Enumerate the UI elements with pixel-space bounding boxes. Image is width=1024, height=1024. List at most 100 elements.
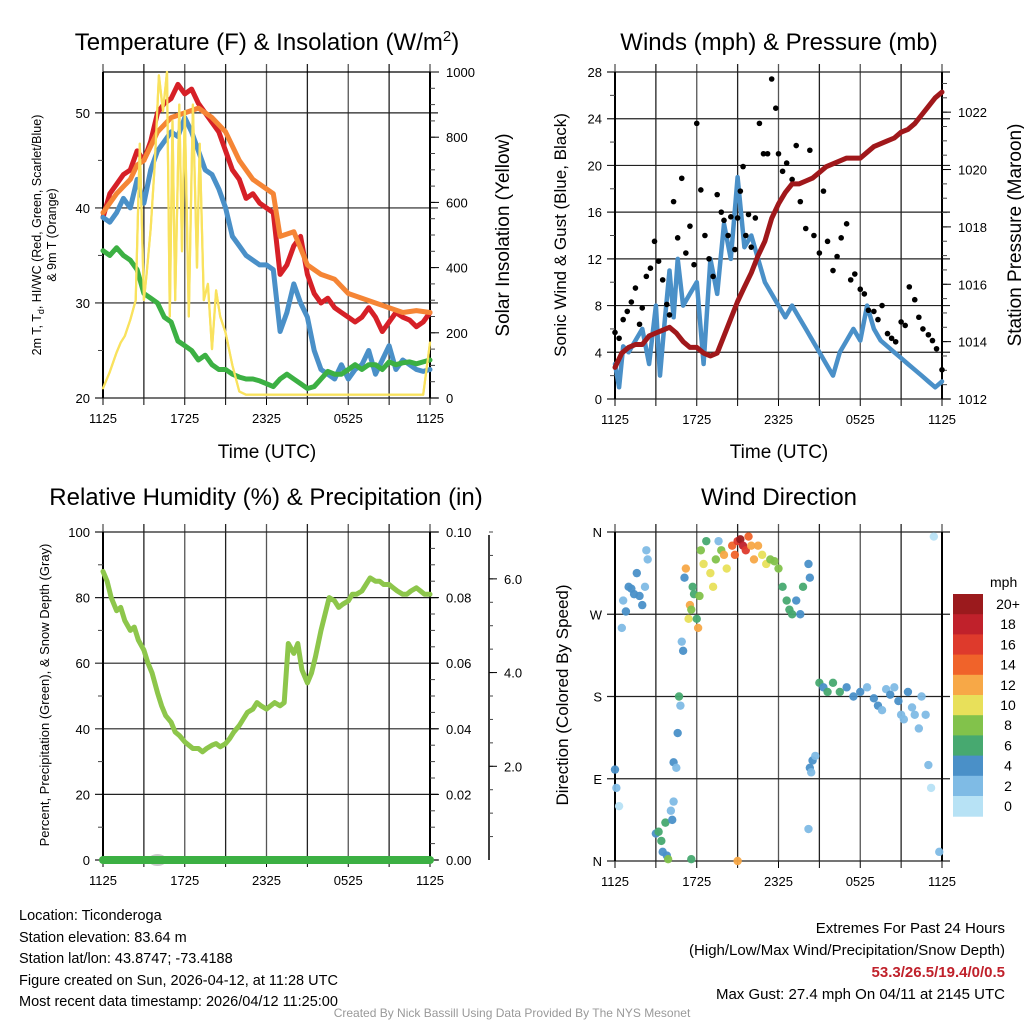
y3-tick-label: 6.0 bbox=[504, 572, 522, 587]
y-tick-label: 24 bbox=[588, 112, 602, 127]
legend-label: 18 bbox=[1000, 616, 1016, 632]
gust-point bbox=[647, 265, 654, 272]
gust-point bbox=[734, 215, 741, 221]
wind-direction-point bbox=[730, 550, 740, 560]
y-tick-label: 80 bbox=[76, 591, 90, 606]
y2-tick-label: 1012 bbox=[958, 392, 987, 407]
gust-point bbox=[752, 215, 759, 221]
legend-swatch bbox=[953, 715, 983, 736]
gust-point bbox=[666, 312, 673, 318]
wind-direction-point bbox=[886, 690, 895, 699]
gust-point bbox=[721, 217, 727, 224]
x-tick-label: 1125 bbox=[89, 411, 117, 426]
gust-point bbox=[674, 235, 681, 241]
gust-point bbox=[616, 335, 622, 342]
gust-point bbox=[892, 338, 899, 345]
y-tick-label: 100 bbox=[68, 525, 90, 540]
x-tick-label: 2325 bbox=[252, 873, 281, 888]
y-tick-label: 16 bbox=[588, 205, 602, 220]
x-tick-label: 1125 bbox=[416, 411, 444, 426]
y-tick-label: 4 bbox=[595, 345, 602, 360]
y2-tick-label: 0.10 bbox=[446, 525, 471, 540]
x-tick-label: 2325 bbox=[764, 874, 793, 889]
y-tick-label: 50 bbox=[76, 106, 90, 121]
panel-2: 1125 1725 2325 0525 1125 0 20 40 60 80 100 0.00 0.02… bbox=[68, 524, 522, 888]
x-tick-label: 1725 bbox=[682, 412, 711, 427]
legend-swatch bbox=[953, 674, 983, 696]
gust-point bbox=[911, 296, 918, 303]
gust-point bbox=[655, 258, 662, 264]
y-tick-label: 8 bbox=[595, 299, 602, 314]
extremes-fields: (High/Low/Max Wind/Precipitation/Snow De… bbox=[689, 942, 1005, 959]
wind-direction-point bbox=[856, 687, 865, 697]
gust-point bbox=[760, 150, 767, 157]
wind-direction-point bbox=[757, 550, 767, 560]
wind-direction-point bbox=[661, 818, 670, 827]
gust-point bbox=[624, 308, 631, 315]
legend-swatch bbox=[953, 755, 983, 777]
wind-direction-point bbox=[680, 573, 689, 582]
legend-label: 10 bbox=[1000, 697, 1016, 713]
x-tick-label: 1125 bbox=[89, 873, 117, 888]
wind-direction-point bbox=[711, 555, 721, 564]
gust-point bbox=[834, 253, 840, 260]
gust-point bbox=[659, 277, 666, 283]
wind-direction-point bbox=[796, 610, 805, 619]
extremes-title: Extremes For Past 24 Hours bbox=[815, 920, 1005, 937]
gust-point bbox=[847, 277, 854, 283]
gust-point bbox=[636, 321, 643, 328]
legend-swatch bbox=[953, 735, 983, 757]
gust-point bbox=[879, 302, 885, 309]
gust-point bbox=[651, 238, 658, 245]
x-tick-label: 1125 bbox=[416, 873, 444, 888]
wind-direction-point bbox=[926, 783, 936, 793]
wind-direction-point bbox=[910, 710, 919, 719]
y-tick-label: 28 bbox=[588, 65, 602, 80]
wind-direction-point bbox=[621, 607, 631, 616]
wind-direction-point bbox=[823, 687, 832, 697]
temperature-ylabel-2: & 9m T (Orange) bbox=[45, 188, 59, 281]
gust-point bbox=[783, 160, 790, 166]
gust-point bbox=[620, 316, 626, 323]
wind-direction-point bbox=[774, 564, 783, 573]
max-gust-text: Max Gust: 27.4 mph On 04/11 at 2145 UTC bbox=[715, 986, 1005, 1003]
gust-point bbox=[710, 273, 716, 280]
location-text: Location: Ticonderoga bbox=[19, 908, 162, 924]
temperature-ylabel: 2m T, Td, HI/WC (Red, Green, Scarlet/Blu… bbox=[30, 115, 46, 356]
wind-direction-point bbox=[907, 703, 917, 712]
wind-direction-point bbox=[638, 600, 647, 610]
wind-direction-point bbox=[614, 801, 624, 811]
winds-chart-title: Winds (mph) & Pressure (mb) bbox=[620, 29, 937, 56]
created-text: Figure created on Sun, 2026-04-12, at 11… bbox=[19, 972, 338, 989]
wind-direction-point bbox=[674, 692, 684, 701]
y-tick-label: N bbox=[593, 525, 602, 540]
wind-direction-point bbox=[695, 591, 704, 601]
y-tick-label: 0 bbox=[83, 853, 90, 868]
gust-point bbox=[830, 267, 836, 274]
y-tick-label: 40 bbox=[76, 201, 90, 216]
wind-direction-point bbox=[899, 715, 909, 724]
y-tick-label: 0 bbox=[595, 392, 602, 407]
y-tick-label: 12 bbox=[588, 252, 602, 267]
wind-direction-point bbox=[699, 559, 708, 569]
gust-point bbox=[772, 105, 779, 112]
gust-point bbox=[857, 286, 864, 293]
gust-point bbox=[678, 175, 685, 182]
wind-direction-point bbox=[807, 768, 816, 777]
wind-direction-point bbox=[749, 555, 759, 564]
gust-point bbox=[683, 250, 689, 256]
gust-point bbox=[718, 209, 725, 215]
wind-direction-point bbox=[706, 568, 715, 578]
extremes-values: 53.3/26.5/19.4/0/0.5 bbox=[871, 964, 1005, 981]
gust-point bbox=[639, 305, 646, 311]
gust-point bbox=[789, 176, 795, 183]
wind-direction-point bbox=[862, 683, 872, 692]
station-info: Location: Ticonderoga Station elevation:… bbox=[19, 906, 338, 1014]
wind-direction-point bbox=[722, 564, 731, 573]
temperature-chart-title: Temperature (F) & Insolation (W/m2) bbox=[75, 28, 459, 56]
y-tick-label: 30 bbox=[76, 296, 90, 311]
x-tick-label: 1725 bbox=[170, 873, 199, 888]
gust-point bbox=[824, 238, 831, 245]
legend-title: mph bbox=[990, 574, 1017, 590]
wind-direction-point bbox=[618, 596, 628, 605]
